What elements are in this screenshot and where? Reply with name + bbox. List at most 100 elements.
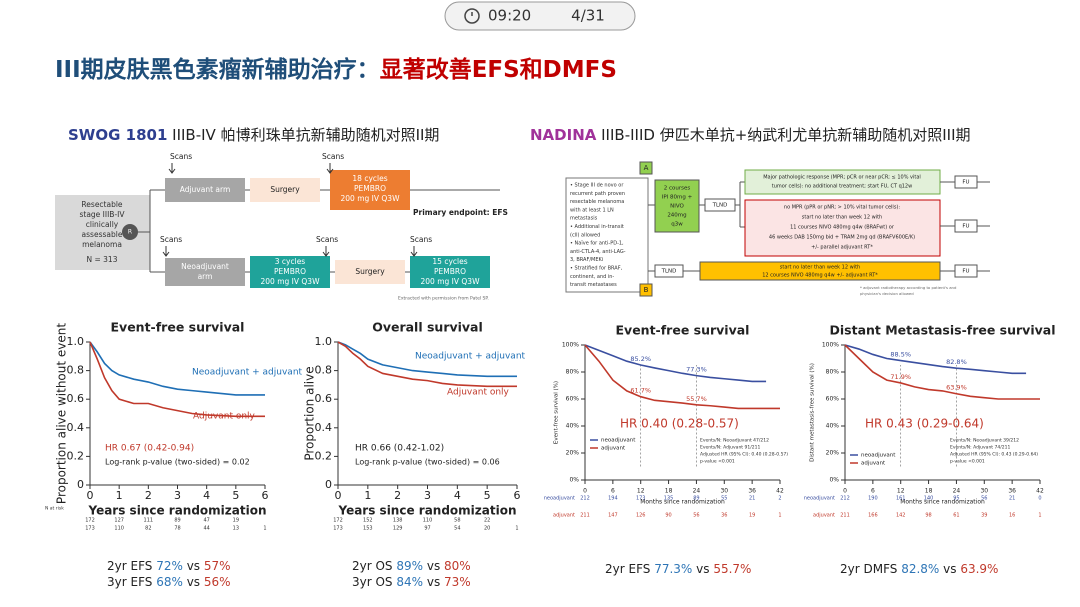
risk-count: 161: [896, 496, 906, 502]
y-tick-label: 0.8: [67, 364, 85, 377]
label: 200 mg IV Q3W: [341, 194, 401, 203]
risk-count: 1: [515, 526, 518, 532]
label: * adjuvant radiotherapy according to pat…: [860, 285, 957, 290]
y-axis-title: Distant metastasis-free survival (%): [810, 363, 816, 462]
summary-line: 3yr EFS 68% vs 56%: [107, 575, 231, 589]
annotation: Log-rank p-value (two-sided) = 0.06: [355, 458, 500, 467]
summary-part: 2yr DMFS: [840, 562, 901, 576]
x-tick-label: 2: [394, 489, 401, 502]
arm-box: [165, 258, 245, 286]
label: physician's decision allowed: [860, 291, 914, 296]
x-tick-label: 1: [116, 489, 123, 502]
x-tick-label: 3: [424, 489, 431, 502]
annotation: HR 0.66 (0.42-1.02): [355, 444, 444, 454]
label: arm: [198, 272, 213, 281]
y-tick-label: 100%: [822, 342, 839, 349]
annotation: p-value <0.001: [950, 459, 985, 465]
summary-part: vs: [939, 562, 960, 576]
status-pill: [444, 1, 636, 31]
summary-part: 55.7%: [713, 562, 751, 576]
label: with at least 1 LN: [570, 207, 614, 213]
label: FU: [962, 269, 969, 275]
risk-count: 1: [1038, 513, 1041, 519]
summary-part: vs: [183, 575, 204, 589]
summary-part: 63.9%: [960, 562, 998, 576]
summary-part: 84%: [396, 575, 423, 589]
label: Neoadjuvant: [181, 262, 229, 271]
risk-count: 16: [1009, 513, 1015, 519]
summary-part: 73%: [444, 575, 471, 589]
label: resectable melanoma: [570, 199, 624, 205]
risk-count: 56: [981, 496, 987, 502]
arm-box: [654, 179, 700, 233]
x-axis-title: Years since randomization: [337, 504, 516, 518]
y-tick-label: 0.6: [67, 392, 85, 405]
label: A: [644, 164, 649, 172]
label: • Stage III de novo or: [570, 183, 624, 189]
risk-count: 212: [840, 496, 850, 502]
label: Major pathologic response (MPR; pCR or n…: [763, 175, 921, 181]
x-tick-label: 0: [87, 489, 94, 502]
x-tick-label: 4: [454, 489, 461, 502]
y-tick-label: 0%: [829, 477, 839, 484]
label: melanoma: [82, 240, 122, 249]
label: • Naïve for anti-PD-1,: [570, 241, 624, 247]
risk-count: 36: [721, 513, 727, 519]
risk-count: 55: [721, 496, 727, 502]
risk-count: 126: [636, 513, 646, 519]
time: 09:20: [488, 7, 531, 25]
label: start no later than week 12 with: [802, 215, 882, 221]
label: recurrent path proven: [570, 191, 625, 197]
risk-count: 90: [665, 513, 671, 519]
y-axis-title: Proportion alive: [303, 366, 317, 460]
risk-row-label: adjuvant: [813, 513, 835, 519]
x-tick-label: 24: [953, 488, 961, 495]
risk-count: 212: [580, 496, 590, 502]
slide-title: III期皮肤黑色素瘤新辅助治疗：显著改善EFS和DMFS: [55, 56, 617, 83]
risk-count: 39: [981, 513, 987, 519]
label: 2 courses: [664, 186, 691, 192]
value-label: 63.9%: [946, 384, 967, 392]
label: 12 courses NIVO 480mg q4w +/- adjuvant R…: [762, 273, 878, 279]
label: TLND: [661, 269, 677, 275]
risk-count: 58: [454, 518, 460, 524]
x-tick-label: 36: [1008, 488, 1016, 495]
label: 46 weeks DAB 150mg bid + TRAM 2mg qd (BR…: [769, 235, 915, 241]
summary-part: 72%: [156, 559, 183, 573]
risk-count: 135: [664, 496, 674, 502]
risk-count: 110: [114, 526, 124, 532]
km-curve: [844, 344, 1027, 375]
label: 3, BRAF/MEKi: [570, 257, 603, 263]
label: Extracted with permission from Patel SP.: [398, 296, 489, 302]
arrow: [168, 163, 176, 174]
legend-label: Neoadjuvant + adjuvant: [192, 368, 303, 378]
label: B: [644, 286, 649, 294]
km-curve: [844, 344, 1040, 400]
km-curve: [337, 341, 517, 378]
label: 3 cycles: [275, 257, 306, 266]
y-tick-label: 0.6: [315, 392, 333, 405]
label: 200 mg IV Q3W: [421, 277, 481, 286]
y-tick-label: 0.4: [67, 421, 85, 434]
x-tick-label: 30: [980, 488, 988, 495]
label: TLND: [712, 203, 728, 209]
x-tick-label: 0: [583, 488, 587, 495]
legend-label: Neoadjuvant + adjuvant: [415, 352, 526, 362]
x-tick-label: 6: [871, 488, 875, 495]
label: start no later than week 12 with: [780, 265, 860, 271]
x-tick-label: 12: [897, 488, 905, 495]
y-tick-label: 20%: [826, 450, 840, 457]
label: 240mg: [667, 213, 686, 219]
x-tick-label: 6: [262, 489, 269, 502]
x-axis-title: Months since randomization: [900, 499, 985, 506]
y-axis-title: Proportion alive without event: [55, 323, 69, 504]
y-tick-label: 0%: [569, 477, 579, 484]
label: q3w: [671, 222, 683, 228]
label: metastasis: [570, 216, 598, 222]
risk-count: 98: [925, 513, 931, 519]
summary-line: 2yr EFS 72% vs 57%: [107, 559, 231, 573]
arrow: [326, 163, 334, 174]
y-axis-title: Event-free survival (%): [554, 381, 560, 444]
summary-part: 56%: [204, 575, 231, 589]
risk-count: 1: [263, 526, 266, 532]
